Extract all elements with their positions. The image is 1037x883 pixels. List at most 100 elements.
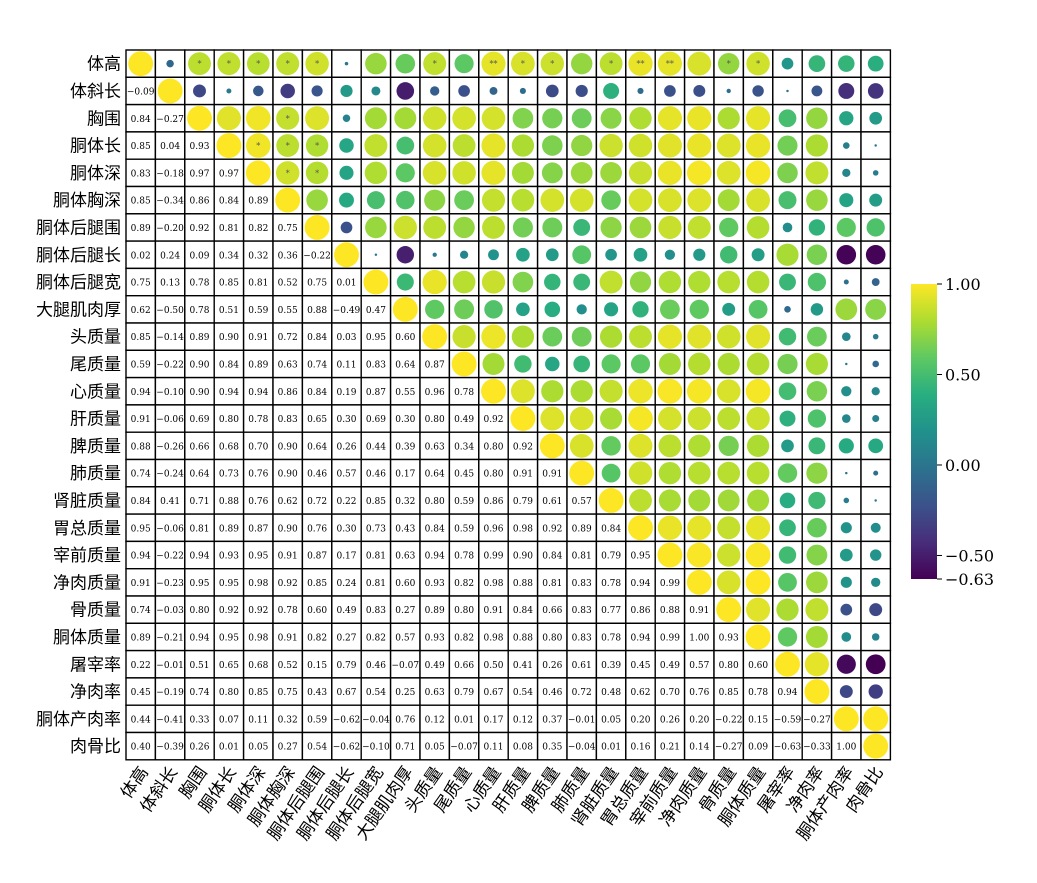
correlation-circle	[866, 218, 885, 237]
correlation-circle	[688, 434, 711, 458]
correlation-circle	[363, 269, 389, 295]
correlation-circle	[540, 188, 565, 212]
heatmap-cell: 0.49	[419, 649, 451, 679]
correlation-value: 0.84	[542, 552, 562, 562]
heatmap-cell	[536, 213, 568, 242]
heatmap-cell	[742, 595, 774, 624]
correlation-circle	[843, 279, 849, 285]
correlation-circle	[481, 51, 506, 76]
correlation-value: 0.81	[219, 224, 239, 234]
correlation-circle	[775, 651, 800, 677]
heatmap-cell	[713, 404, 745, 433]
significance-mark: *	[609, 60, 613, 69]
correlation-circle	[570, 161, 593, 184]
correlation-value: 0.68	[248, 661, 268, 671]
heatmap-cell: −0.06	[154, 404, 186, 433]
row-label: 肾脏质量	[53, 491, 121, 511]
cell-border	[419, 349, 451, 379]
heatmap-cell: 0.27	[331, 622, 362, 652]
heatmap-cell: 0.22	[331, 486, 362, 515]
correlation-circle	[542, 135, 563, 156]
heatmap-cell	[654, 213, 686, 242]
heatmap-cell: −0.27	[154, 103, 186, 133]
correlation-value: 0.26	[660, 715, 680, 725]
heatmap-cell	[742, 267, 774, 297]
correlation-value: 0.60	[395, 333, 415, 343]
heatmap-cell	[625, 295, 656, 324]
colorbar-tick-label: −0.63	[945, 570, 994, 589]
cell-border	[448, 76, 480, 106]
correlation-circle	[657, 106, 682, 131]
correlation-value: 0.68	[219, 442, 239, 452]
correlation-value: 0.12	[513, 715, 533, 725]
heatmap-cell: 0.20	[683, 704, 715, 734]
correlation-circle	[776, 598, 799, 621]
heatmap-cell: 0.94	[213, 376, 245, 406]
heatmap-cell	[830, 349, 862, 379]
heatmap-cell: 0.85	[713, 677, 745, 706]
cell-border	[507, 622, 539, 652]
correlation-value: 0.94	[131, 388, 151, 398]
cell-border	[125, 540, 157, 570]
correlation-value: −0.04	[362, 715, 390, 725]
correlation-circle	[869, 111, 883, 125]
correlation-value: 0.92	[483, 415, 503, 425]
correlation-circle	[364, 134, 388, 158]
correlation-circle	[777, 135, 798, 156]
colorbar-tick-label: 0.50	[945, 365, 981, 384]
heatmap-cell: 0.93	[184, 131, 215, 160]
correlation-value: 0.94	[425, 552, 445, 562]
heatmap-cell	[654, 404, 686, 433]
significance-mark: *	[521, 60, 525, 69]
correlation-circle	[628, 433, 653, 458]
heatmap-cell: *	[536, 49, 568, 78]
heatmap-cell	[713, 349, 745, 379]
cell-border	[389, 376, 421, 406]
correlation-circle	[628, 133, 653, 158]
correlation-circle	[717, 352, 740, 376]
correlation-value: 0.45	[131, 688, 151, 698]
heatmap-cell: 0.46	[536, 677, 568, 706]
heatmap-cell	[419, 267, 451, 297]
heatmap-cell	[654, 76, 686, 106]
cell-border	[184, 240, 215, 270]
cell-border	[301, 731, 333, 761]
heatmap-cell: *	[272, 103, 304, 133]
heatmap-cell: 0.90	[272, 513, 304, 543]
heatmap-cell	[625, 349, 656, 379]
heatmap-cell: −0.27	[801, 704, 833, 734]
correlation-value: 0.54	[307, 743, 327, 753]
correlation-circle	[865, 244, 886, 265]
heatmap-cell: 0.76	[389, 704, 421, 734]
correlation-circle	[777, 353, 798, 375]
heatmap-cell: 0.46	[360, 458, 392, 488]
correlation-value: 0.78	[454, 388, 474, 398]
heatmap-cell	[742, 431, 774, 461]
correlation-value: 0.67	[483, 688, 503, 698]
heatmap-cell	[448, 49, 480, 78]
heatmap-cell	[360, 267, 392, 297]
heatmap-cell: 0.74	[125, 458, 157, 488]
heatmap-cell	[742, 540, 774, 570]
correlation-value: 0.92	[513, 442, 533, 452]
cell-border	[595, 568, 627, 597]
heatmap-cell	[830, 267, 862, 297]
correlation-circle	[395, 163, 415, 183]
heatmap-cell	[772, 595, 803, 624]
heatmap-cell: 0.95	[184, 568, 215, 597]
heatmap-cell: 0.84	[507, 595, 539, 624]
heatmap-cell	[742, 404, 774, 433]
heatmap-cell: 0.16	[625, 731, 656, 761]
heatmap-cell	[860, 213, 892, 242]
correlation-value: 0.27	[395, 606, 415, 616]
heatmap-cell	[654, 158, 686, 188]
heatmap-cell	[772, 458, 803, 488]
heatmap-cell: 0.80	[213, 677, 245, 706]
cell-border	[448, 704, 480, 734]
heatmap-cell: 0.46	[360, 649, 392, 679]
heatmap-cell	[625, 486, 656, 515]
correlation-circle	[570, 380, 593, 403]
correlation-circle	[600, 107, 622, 129]
correlation-value: 0.65	[219, 661, 239, 671]
heatmap-cell	[830, 185, 862, 215]
